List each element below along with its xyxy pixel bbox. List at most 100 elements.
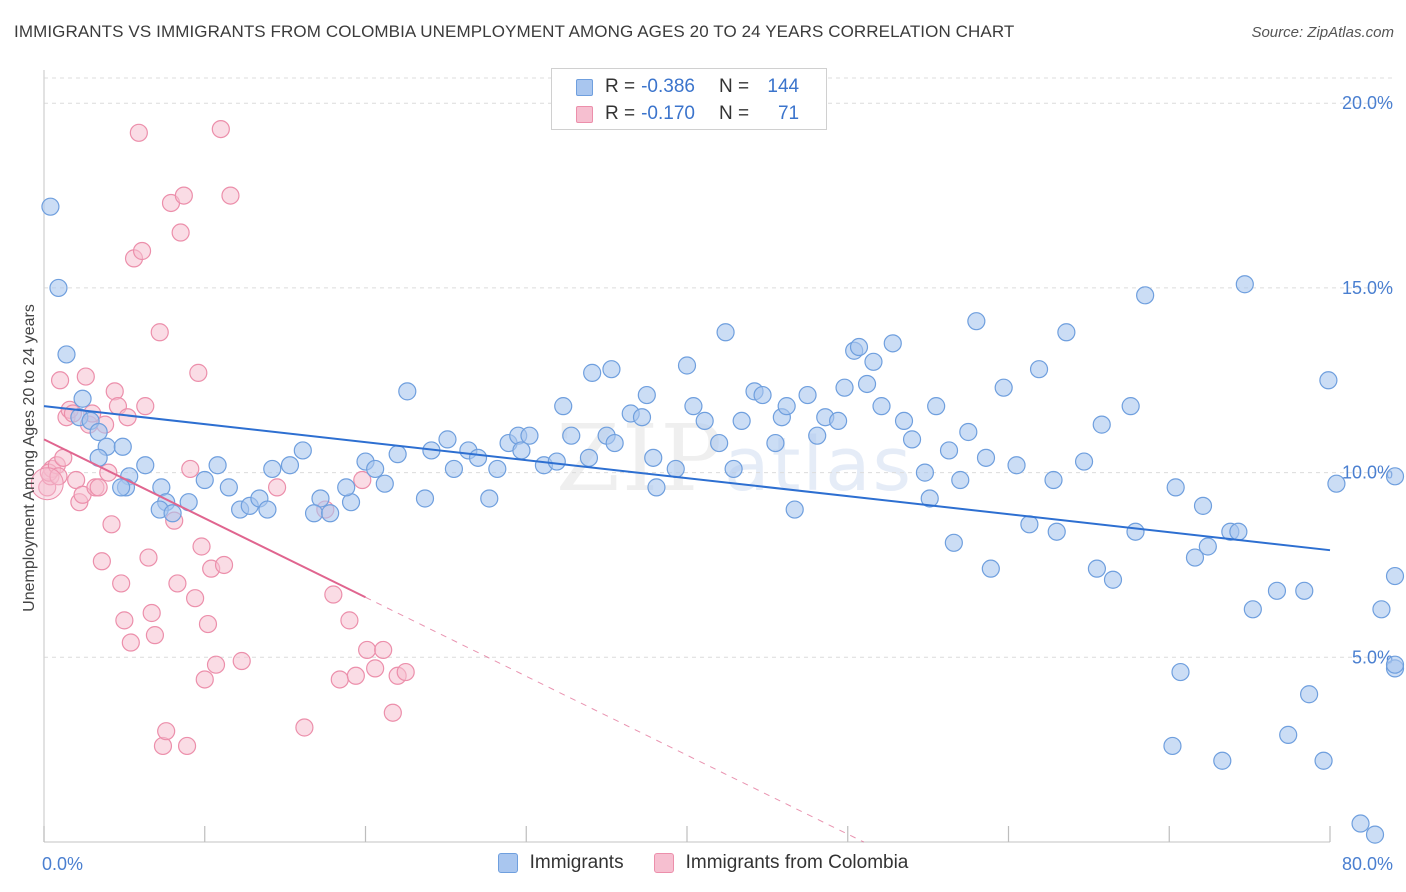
immigrants-point [883, 334, 902, 353]
source-label: Source: ZipAtlas.com [1251, 24, 1394, 41]
immigrants-point [976, 448, 996, 467]
colombia-point [177, 736, 197, 756]
immigrants-point [89, 422, 108, 442]
x-tick-label: 0.0% [42, 854, 83, 874]
immigrants-point [1057, 323, 1076, 342]
immigrants-point [1171, 662, 1190, 682]
immigrants-point [113, 437, 132, 456]
series-legend-immigrants: Immigrants [497, 852, 624, 874]
immigrants-point [468, 448, 488, 467]
series-legend: Immigrants Immigrants from Colombia [0, 852, 1406, 874]
immigrants-point [520, 426, 539, 445]
immigrants-point [602, 360, 621, 379]
immigrants-point [849, 337, 869, 357]
immigrants-point [73, 389, 92, 408]
immigrants-point [444, 459, 464, 479]
immigrants-points [41, 197, 1405, 844]
immigrants-point [1007, 456, 1026, 475]
immigrants-point [263, 459, 282, 479]
colombia-point [211, 120, 230, 139]
colombia-point [153, 736, 173, 756]
colombia-point [99, 463, 118, 482]
colombia-point [136, 397, 155, 416]
immigrants-point [1092, 415, 1111, 434]
immigrants-point [1198, 537, 1217, 556]
immigrants-point [1300, 685, 1319, 704]
colombia-point [186, 589, 205, 608]
immigrants-point [647, 478, 666, 497]
series-swatch-pink [653, 853, 674, 873]
colombia-point [129, 123, 148, 142]
legend-r-value: -0.386 [641, 76, 695, 97]
immigrants-point [1243, 600, 1262, 619]
immigrants-point [1279, 725, 1298, 744]
colombia-point [76, 367, 95, 386]
immigrants-point [321, 504, 340, 523]
immigrants-point [684, 397, 703, 416]
colombia-trend-line [43, 438, 366, 599]
immigrants-point [798, 385, 817, 405]
immigrants-point [1121, 397, 1140, 416]
colombia-point [145, 626, 165, 645]
colombia-point [112, 574, 131, 593]
colombia-point [195, 670, 214, 689]
immigrants-point [1385, 566, 1405, 586]
colombia-point [102, 515, 121, 534]
correlation-legend: R = -0.386 N = 144 R = -0.170 N = 71 [551, 68, 827, 130]
immigrants-point [1235, 275, 1254, 294]
series-label-immigrants: Immigrants [529, 852, 624, 873]
immigrants-point [438, 430, 457, 449]
y-axis-label: Unemployment Among Ages 20 to 24 years [21, 304, 38, 612]
immigrants-point [1385, 467, 1405, 486]
immigrants-point [637, 385, 656, 405]
y-tick-label: 5.0% [1352, 647, 1393, 667]
immigrants-point [1074, 452, 1094, 471]
immigrants-point [766, 433, 785, 453]
immigrants-point [981, 559, 1000, 578]
immigrants-point [666, 459, 685, 479]
immigrants-point [1385, 655, 1405, 674]
immigrants-point [280, 456, 300, 475]
immigrants-point [994, 378, 1013, 397]
immigrants-point [1166, 478, 1185, 497]
immigrants-point [864, 352, 883, 371]
immigrants-point [777, 397, 796, 416]
immigrants-point [337, 478, 356, 497]
immigrants-point [716, 323, 735, 342]
colombia-point [214, 555, 234, 575]
colombia-trend-extension [365, 596, 864, 843]
immigrants-point [562, 426, 581, 445]
immigrants-point [57, 345, 76, 364]
colombia-point [171, 223, 190, 242]
colombia-point [295, 718, 314, 737]
immigrants-point [219, 478, 238, 497]
immigrants-point [857, 374, 877, 394]
immigrants-point [1087, 559, 1107, 578]
immigrants-point [829, 411, 848, 431]
immigrants-point [915, 463, 935, 482]
colombia-point [30, 467, 64, 501]
colombia-points [30, 120, 415, 756]
immigrants-point [677, 356, 697, 375]
immigrants-point [1047, 522, 1066, 541]
tick-labels: 5.0% 10.0% 15.0% 20.0% 0.0% 80.0% [42, 93, 1393, 874]
immigrants-point [1193, 496, 1213, 515]
immigrants-point [41, 197, 60, 216]
immigrants-trend-line [43, 405, 1331, 552]
legend-n-label: N = [718, 76, 750, 97]
immigrants-point [1044, 470, 1063, 490]
immigrants-point [1314, 751, 1333, 770]
immigrants-point [1365, 825, 1385, 844]
immigrants-point [579, 448, 599, 467]
immigrants-point [1136, 286, 1155, 305]
colombia-point [92, 552, 111, 571]
colombia-point [221, 186, 240, 205]
immigrants-point [632, 408, 652, 427]
immigrants-point [835, 378, 854, 397]
immigrants-point [415, 489, 435, 508]
legend-row-colombia: R = -0.170 N = 71 [576, 101, 799, 127]
immigrants-point [944, 533, 963, 552]
immigrants-point [1213, 751, 1232, 770]
immigrants-point [939, 441, 959, 460]
colombia-point [366, 659, 385, 678]
